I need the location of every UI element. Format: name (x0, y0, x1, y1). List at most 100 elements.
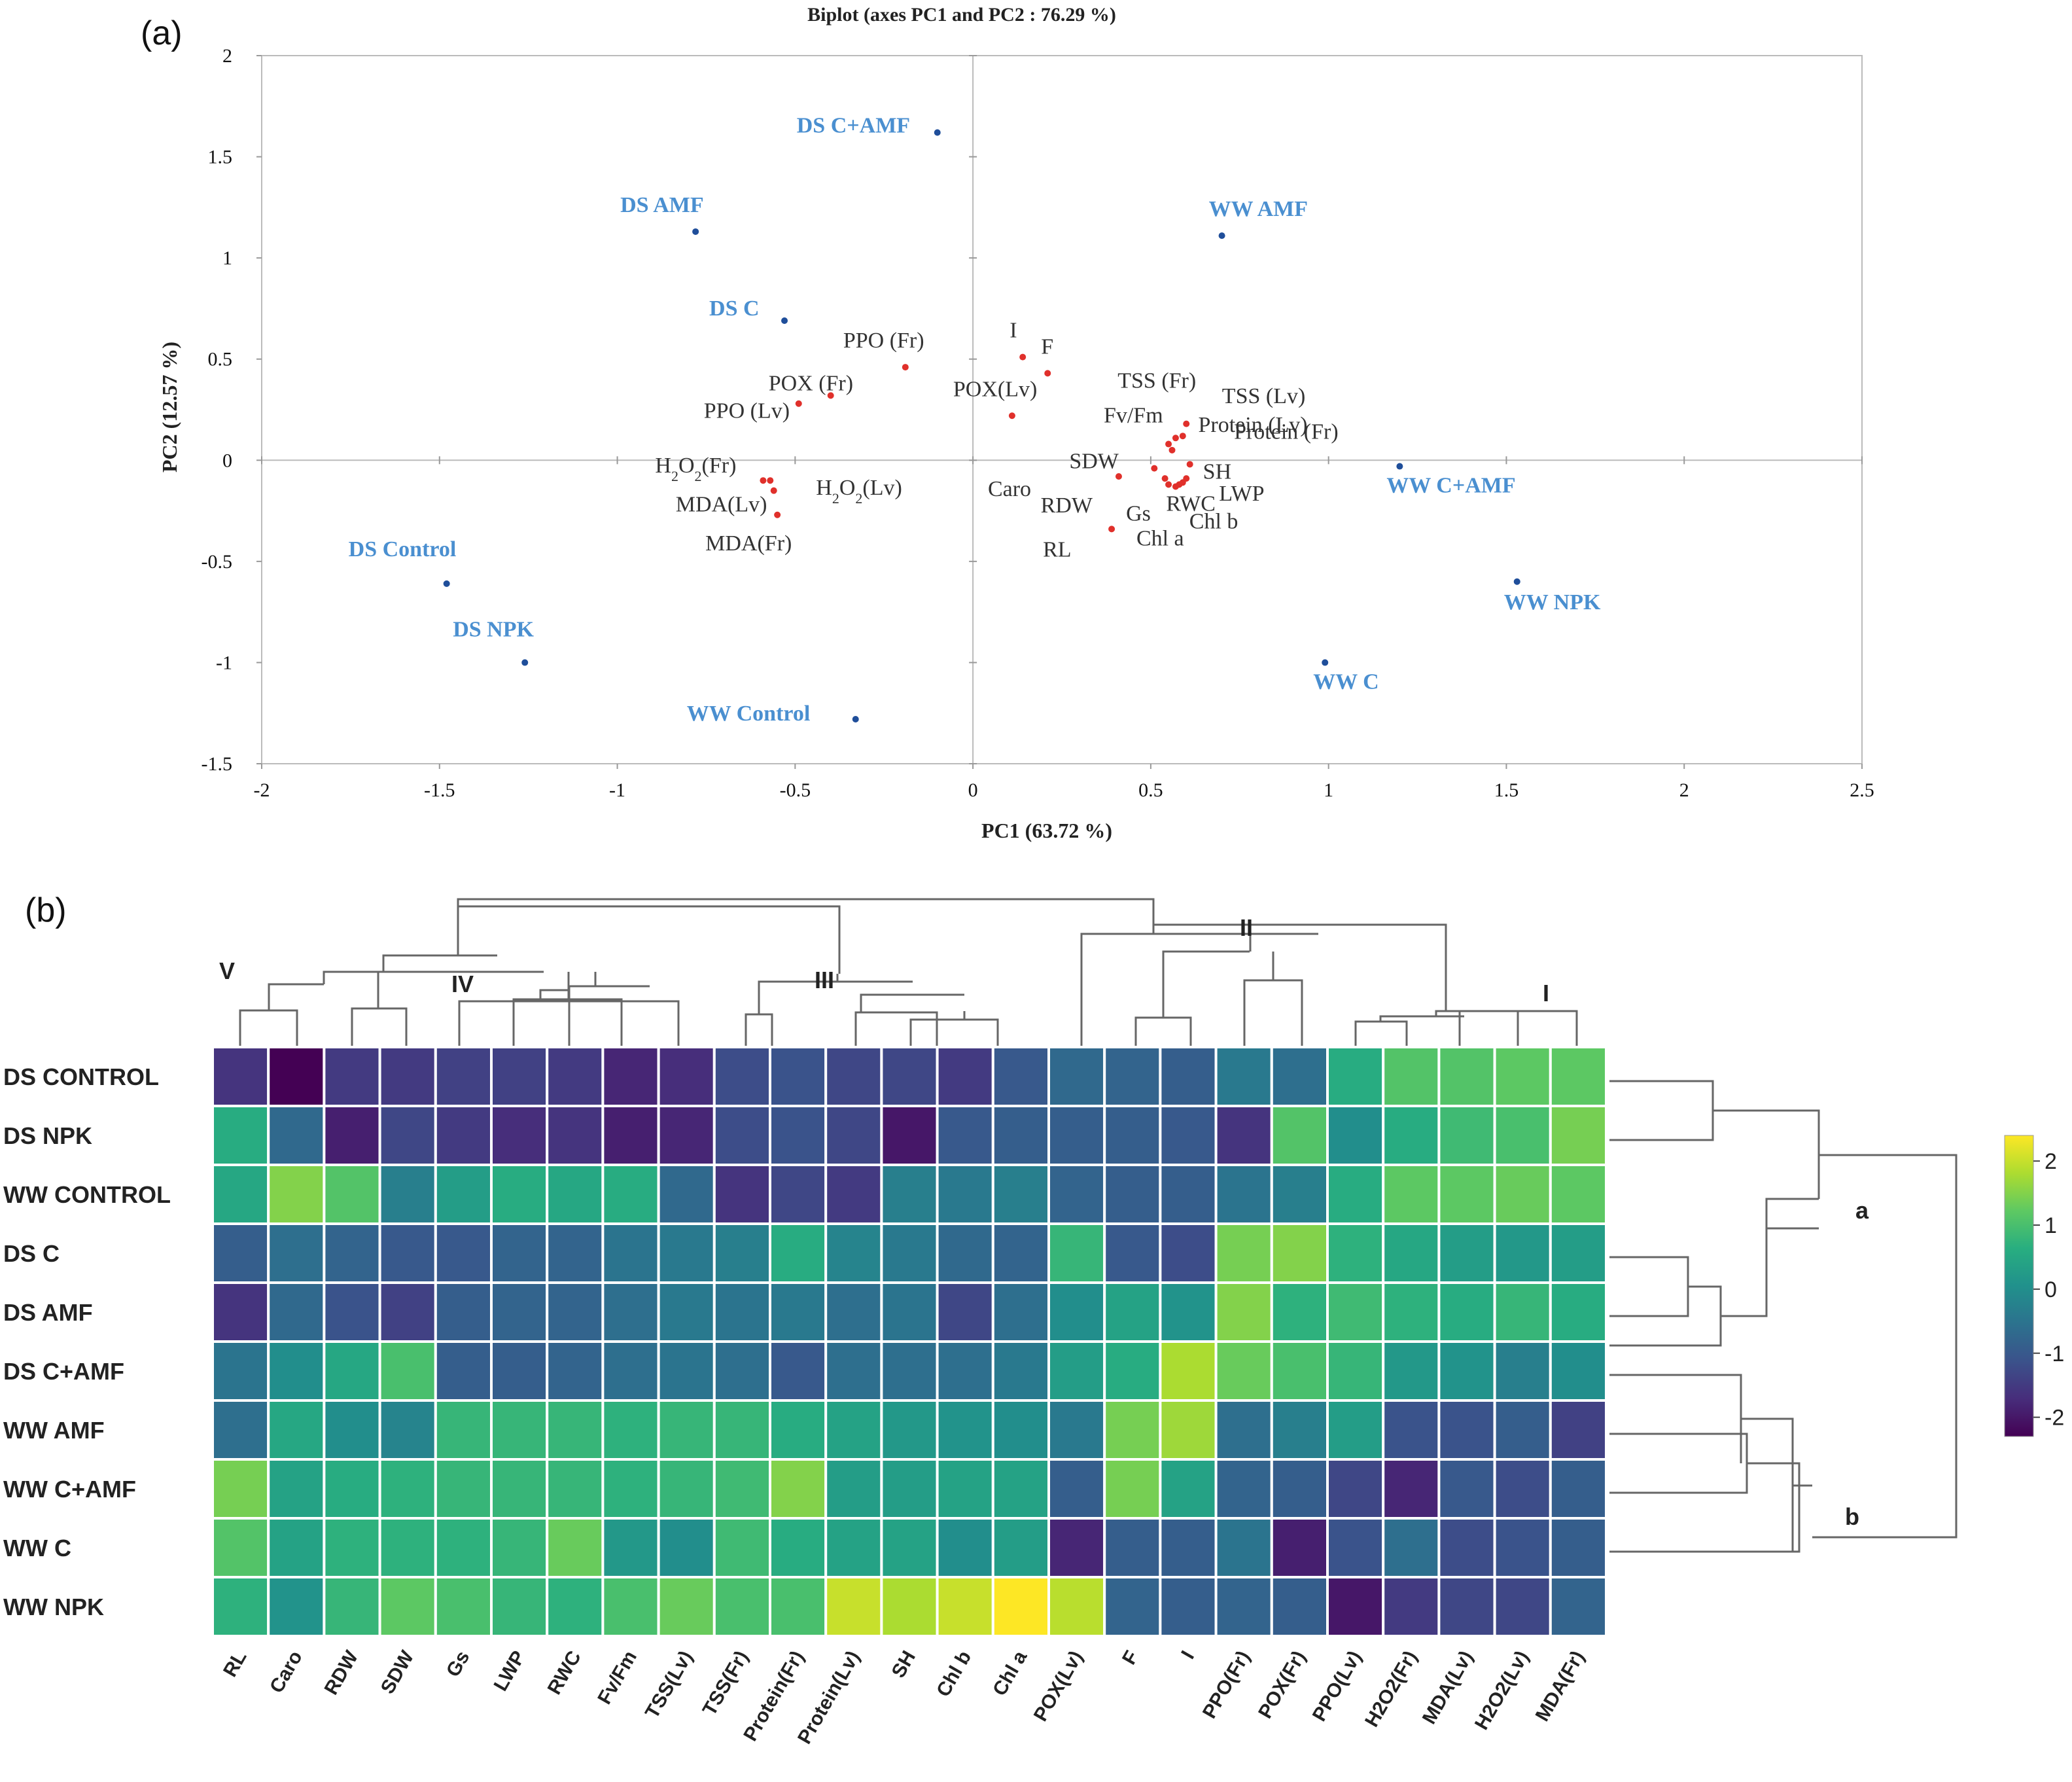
heatmap-cell (1270, 1281, 1329, 1343)
observation-label-ds-control: DS Control (349, 537, 457, 561)
variable-point-rdw (1161, 475, 1168, 482)
heatmap-cell (1493, 1222, 1552, 1284)
heatmap-cell (434, 1222, 493, 1284)
heatmap-cell (434, 1281, 493, 1343)
heatmap-cell (490, 1399, 549, 1461)
column-label: TSS(Fr) (699, 1647, 753, 1719)
heatmap-cell (1103, 1340, 1162, 1402)
variable-label-pox-fr: POX (Fr) (769, 371, 853, 395)
heatmap-cell (936, 1105, 994, 1166)
heatmap-cell (267, 1458, 326, 1520)
variable-point-chl-b (1179, 479, 1186, 486)
heatmap-cell (211, 1399, 270, 1461)
heatmap-cell (546, 1164, 605, 1225)
heatmap-cell (936, 1576, 994, 1637)
heatmap-cell (880, 1517, 939, 1578)
heatmap-cell (1326, 1046, 1385, 1107)
observation-point-ww-amf (1218, 232, 1225, 240)
heatmap-cell (936, 1222, 994, 1284)
heatmap-cell (657, 1340, 716, 1402)
heatmap-cell (1103, 1399, 1162, 1461)
heatmap-cell (824, 1340, 883, 1402)
column-label: MDA(Fr) (1532, 1647, 1589, 1725)
row-label: WW C (3, 1535, 71, 1561)
heatmap-cell (1159, 1164, 1218, 1225)
heatmap-cell (1437, 1517, 1496, 1578)
x-tick-label: 1.5 (1494, 779, 1519, 801)
heatmap-cell (1103, 1576, 1162, 1637)
heatmap-cell (1270, 1105, 1329, 1166)
heatmap-cell (490, 1164, 549, 1225)
heatmap-cell (1159, 1340, 1218, 1402)
heatmap-cell (1270, 1517, 1329, 1578)
y-tick-label: 1.5 (208, 147, 233, 168)
variable-label-chl-a: Chl a (1136, 526, 1184, 550)
heatmap-cell (211, 1576, 270, 1637)
variable-label-pox-lv: POX(Lv) (953, 377, 1037, 401)
heatmap-cell (712, 1281, 772, 1343)
column-label: PPO(Fr) (1199, 1647, 1254, 1722)
row-label: DS AMF (3, 1299, 93, 1326)
heatmap-cell (434, 1340, 493, 1402)
variable-label-f: F (1041, 334, 1053, 359)
heatmap-cell (546, 1517, 605, 1578)
column-label: H2O2(Lv) (1471, 1647, 1533, 1734)
heatmap-cell (1326, 1105, 1385, 1166)
heatmap-cell (1493, 1399, 1552, 1461)
variable-label-tss-lv: TSS (Lv) (1222, 384, 1306, 408)
y-tick-label: -0.5 (202, 551, 233, 573)
heatmap-cell (1326, 1164, 1385, 1225)
observation-label-ww-c-amf: WW C+AMF (1386, 474, 1515, 498)
row-label: WW AMF (3, 1417, 105, 1444)
heatmap-cell (1326, 1281, 1385, 1343)
panel-b-label: (b) (25, 891, 67, 929)
heatmap-cell (378, 1222, 437, 1284)
heatmap-cell (657, 1517, 716, 1578)
colorbar-tick-label: -2 (2045, 1406, 2064, 1431)
heatmap-cell (824, 1105, 883, 1166)
variable-point-pox-lv (1008, 412, 1015, 419)
heatmap-cell (490, 1281, 549, 1343)
heatmap-cell (434, 1517, 493, 1578)
cluster-label-IV: IV (451, 971, 474, 997)
heatmap-cell (323, 1576, 381, 1637)
heatmap-cell (378, 1340, 437, 1402)
variable-point-h2o2-lv (767, 477, 774, 484)
y-tick-label: 2 (222, 45, 232, 67)
heatmap-cell (1103, 1046, 1162, 1107)
x-tick-label: 1 (1324, 779, 1333, 801)
heatmap-cell (1214, 1458, 1273, 1520)
row-label: WW C+AMF (3, 1476, 136, 1503)
heatmap-cell (936, 1046, 994, 1107)
heatmap-cell (1549, 1046, 1608, 1107)
biplot-points (443, 129, 1520, 722)
heatmap-cell (657, 1458, 716, 1520)
heatmap-cell (991, 1164, 1051, 1225)
heatmap-cell (1549, 1340, 1608, 1402)
column-label: Caro (266, 1647, 307, 1697)
heatmap-cell (267, 1340, 326, 1402)
heatmap-cell (1214, 1399, 1273, 1461)
observation-point-ww-control (852, 715, 859, 722)
heatmap-cell (712, 1340, 772, 1402)
heatmap-cell (546, 1222, 605, 1284)
heatmap-cell (1382, 1105, 1441, 1166)
heatmap-cell (1103, 1458, 1162, 1520)
heatmap-cell (1270, 1458, 1329, 1520)
heatmap-cell (1493, 1046, 1552, 1107)
heatmap-cell (712, 1046, 772, 1107)
heatmap-cell (601, 1222, 660, 1284)
heatmap-cell (1382, 1046, 1441, 1107)
row-label: DS C (3, 1240, 60, 1267)
variable-point-protein-lv (1168, 446, 1176, 454)
variable-point-protein-fr (1165, 440, 1172, 448)
cluster-label-II: II (1240, 914, 1253, 941)
heatmap-cell (546, 1458, 605, 1520)
heatmap-cell (1159, 1399, 1218, 1461)
heatmap-cell (1382, 1458, 1441, 1520)
heatmap-cell (378, 1576, 437, 1637)
variable-label-protein-fr: Protein (Fr) (1234, 420, 1339, 444)
observation-point-ww-c-amf (1396, 463, 1403, 470)
heatmap-cell (1214, 1105, 1273, 1166)
variable-label-rl: RL (1043, 537, 1071, 561)
